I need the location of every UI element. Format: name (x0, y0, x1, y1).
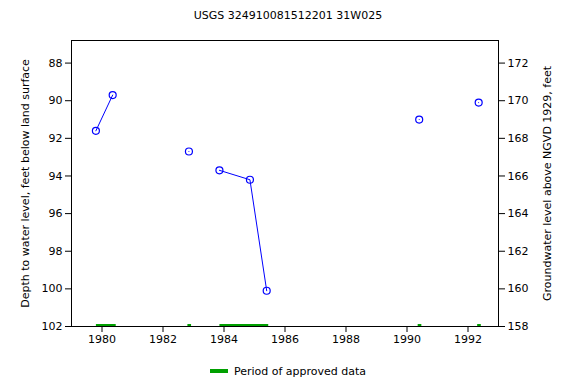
svg-text:94: 94 (49, 169, 63, 182)
svg-text:Depth to water level, feet bel: Depth to water level, feet below land su… (19, 59, 32, 308)
svg-text:1980: 1980 (88, 333, 116, 346)
svg-text:170: 170 (508, 94, 529, 107)
svg-text:1988: 1988 (332, 333, 360, 346)
svg-text:172: 172 (508, 57, 529, 70)
svg-text:1992: 1992 (454, 333, 482, 346)
svg-text:168: 168 (508, 132, 529, 145)
svg-text:164: 164 (508, 207, 529, 220)
svg-text:160: 160 (508, 282, 529, 295)
svg-text:Groundwater level above NGVD 1: Groundwater level above NGVD 1929, feet (541, 65, 554, 301)
svg-text:1986: 1986 (271, 333, 299, 346)
svg-text:88: 88 (49, 57, 63, 70)
svg-text:100: 100 (42, 282, 63, 295)
svg-text:1990: 1990 (393, 333, 421, 346)
html-text:USGS 324910081512201 31W025: USGS 324910081512201 31W025 (193, 9, 383, 22)
svg-text:96: 96 (49, 207, 63, 220)
svg-text:98: 98 (49, 245, 63, 258)
svg-text:1982: 1982 (149, 333, 177, 346)
svg-text:166: 166 (508, 169, 529, 182)
svg-text:92: 92 (49, 132, 63, 145)
svg-text:1984: 1984 (210, 333, 238, 346)
svg-text:158: 158 (508, 320, 529, 333)
svg-text:102: 102 (42, 320, 63, 333)
html-text:Period of approved data: Period of approved data (233, 364, 367, 378)
svg-text:162: 162 (508, 245, 529, 258)
svg-text:90: 90 (49, 94, 63, 107)
